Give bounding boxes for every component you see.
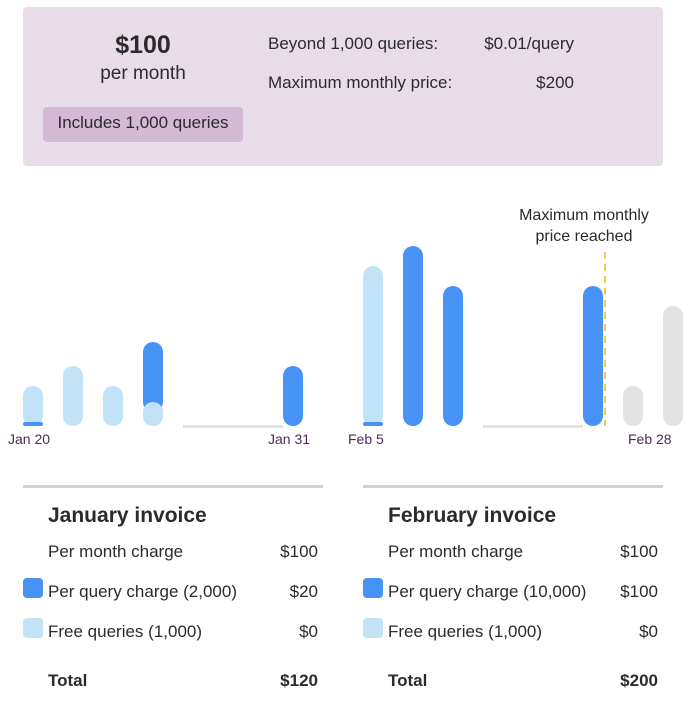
- overage-rate-label: Beyond 1,000 queries:: [268, 34, 439, 53]
- paid-query-bar: [403, 246, 423, 426]
- per-query-charge-label: Per query charge (10,000): [388, 582, 587, 601]
- pricing-card: $100 per month Includes 1,000 queries Be…: [23, 7, 663, 166]
- paid-query-bar: [283, 366, 303, 426]
- total-value: $200: [620, 671, 658, 690]
- overage-rate-value: $0.01/query: [484, 34, 574, 53]
- max-price-label: Maximum monthly price:: [268, 73, 453, 92]
- no-usage-baseline: [483, 425, 583, 428]
- per-query-charge-label: Per query charge (2,000): [48, 582, 237, 601]
- per-month-charge-value: $100: [280, 542, 318, 561]
- free-queries-value: $0: [639, 622, 658, 641]
- paid-query-swatch: [363, 578, 383, 598]
- free-query-bar: [363, 266, 383, 426]
- included-queries-badge: Includes 1,000 queries: [43, 107, 243, 142]
- bars-layer: [23, 246, 683, 428]
- usage-chart: Jan 20 Jan 31 Feb 5 Feb 28 Maximum month…: [8, 207, 683, 447]
- tick-feb-28: Feb 28: [628, 431, 672, 447]
- invoice-divider: [363, 485, 663, 488]
- total-label: Total: [388, 671, 428, 690]
- max-price-value: $200: [536, 73, 574, 92]
- free-query-swatch: [23, 618, 43, 638]
- total-value: $120: [280, 671, 318, 690]
- per-month-charge-value: $100: [620, 542, 658, 561]
- invoice-divider: [23, 485, 323, 488]
- tick-jan-31: Jan 31: [268, 431, 310, 447]
- paid-query-bar: [363, 422, 383, 426]
- capped-day-bar: [623, 386, 643, 426]
- free-queries-value: $0: [299, 622, 318, 641]
- paid-query-bar: [23, 422, 43, 426]
- per-query-charge-value: $20: [289, 582, 318, 601]
- tick-feb-5: Feb 5: [348, 431, 384, 447]
- max-price-annotation-line-1: Maximum monthly: [519, 207, 649, 224]
- january-invoice: January invoice Per month charge $100 Pe…: [23, 485, 323, 700]
- price-amount: $100: [115, 31, 171, 59]
- total-label: Total: [48, 671, 88, 690]
- capped-day-bar: [663, 306, 683, 426]
- per-month-charge-label: Per month charge: [388, 542, 524, 561]
- no-usage-baseline: [183, 425, 283, 428]
- february-invoice: February invoice Per month charge $100 P…: [363, 485, 663, 700]
- invoice-title: January invoice: [48, 504, 207, 527]
- paid-query-bar: [583, 286, 603, 426]
- free-query-bar: [23, 386, 43, 426]
- max-price-annotation-line-2: price reached: [536, 228, 633, 245]
- paid-query-bar: [143, 342, 163, 412]
- free-query-bar: [63, 366, 83, 426]
- free-query-bar: [143, 402, 163, 426]
- paid-query-swatch: [23, 578, 43, 598]
- free-query-bar: [103, 386, 123, 426]
- free-query-swatch: [363, 618, 383, 638]
- invoice-title: February invoice: [388, 504, 557, 527]
- free-queries-label: Free queries (1,000): [48, 622, 203, 641]
- free-queries-label: Free queries (1,000): [388, 622, 543, 641]
- tick-jan-20: Jan 20: [8, 431, 50, 447]
- paid-query-bar: [443, 286, 463, 426]
- price-period: per month: [100, 63, 186, 84]
- per-query-charge-value: $100: [620, 582, 658, 601]
- per-month-charge-label: Per month charge: [48, 542, 184, 561]
